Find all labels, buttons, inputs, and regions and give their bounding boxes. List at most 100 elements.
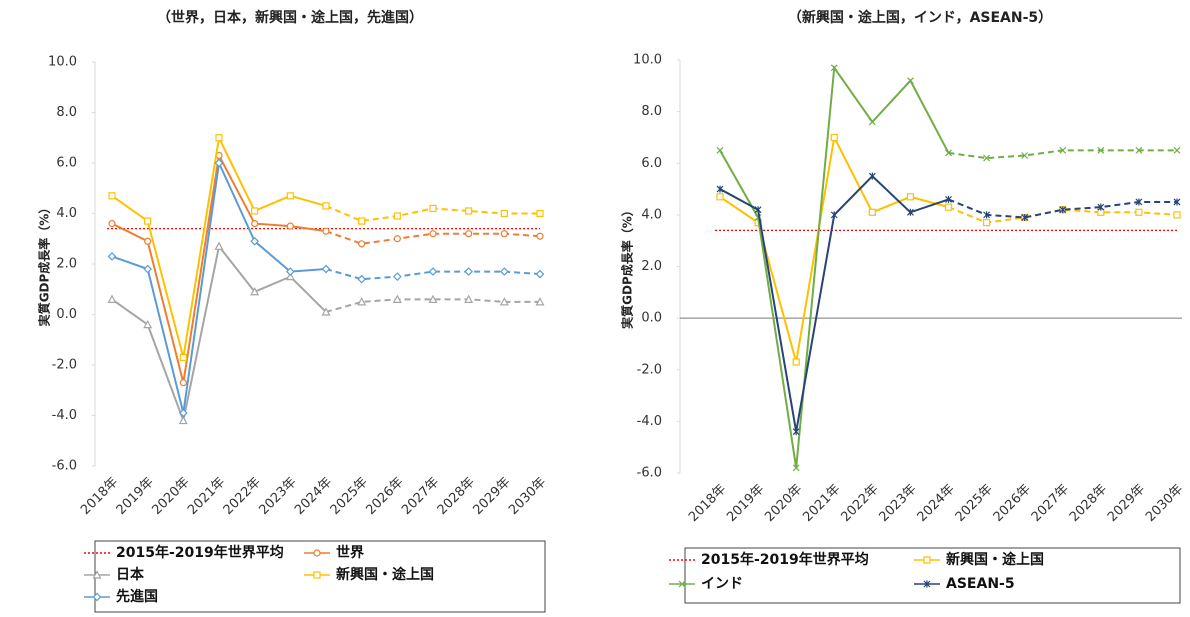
marker: [393, 235, 401, 243]
marker: [251, 207, 259, 215]
marker: [678, 580, 686, 588]
marker: [144, 237, 152, 245]
chart-subtitle: （世界，日本，新興国・途上国，先進国）: [157, 9, 423, 26]
x-tick-label: 2025年: [328, 475, 371, 518]
marker: [500, 209, 508, 218]
x-tick-label: 2021年: [800, 482, 843, 525]
marker: [251, 220, 259, 228]
marker: [214, 241, 224, 250]
marker: [830, 64, 838, 72]
x-tick-label: 2030年: [506, 475, 549, 518]
marker: [1059, 146, 1067, 154]
marker: [357, 297, 367, 306]
marker: [108, 220, 116, 228]
marker: [830, 211, 838, 219]
y-tick-label: 0.0: [641, 311, 662, 326]
x-tick-label: 2026年: [991, 482, 1034, 525]
marker: [464, 267, 474, 276]
x-tick-label: 2028年: [435, 475, 478, 518]
x-tick-label: 2023年: [256, 475, 299, 518]
marker: [1021, 152, 1029, 159]
marker: [92, 592, 102, 602]
marker: [107, 252, 117, 261]
y-tick-label: -6.0: [637, 466, 662, 481]
marker: [429, 204, 437, 213]
x-tick-label: 2023年: [877, 482, 920, 525]
y-tick-label: -6.0: [52, 459, 77, 474]
marker: [313, 571, 321, 579]
y-tick-label: -4.0: [637, 414, 662, 429]
marker: [1173, 211, 1181, 219]
marker: [178, 415, 188, 425]
marker: [983, 211, 991, 219]
x-tick-label: 2027年: [399, 475, 442, 518]
marker: [868, 172, 876, 180]
y-tick-label: 6.0: [641, 156, 662, 171]
legend-label: 新興国・途上国: [946, 551, 1044, 568]
legend-label: ASEAN-5: [946, 576, 1015, 592]
marker: [214, 158, 224, 168]
marker: [535, 297, 545, 306]
marker: [285, 267, 295, 276]
marker: [286, 222, 294, 230]
y-tick-label: 10.0: [633, 53, 662, 68]
marker: [143, 264, 153, 274]
marker: [716, 185, 724, 193]
y-tick-label: 6.0: [56, 156, 77, 171]
y-tick-label: 2.0: [641, 259, 662, 274]
marker: [250, 236, 260, 246]
marker: [215, 134, 223, 142]
marker: [1135, 146, 1143, 154]
x-tick-label: 2019年: [114, 475, 157, 518]
y-tick-label: 4.0: [641, 207, 662, 222]
legend-label: 2015年-2019年世界平均: [701, 551, 869, 568]
legend-label: 世界: [336, 544, 365, 561]
marker: [792, 464, 800, 472]
marker: [179, 379, 187, 387]
marker: [1059, 206, 1067, 214]
y-axis-label: 実質GDP成長率（%）: [620, 204, 635, 329]
marker: [179, 353, 187, 362]
marker: [178, 408, 188, 418]
marker: [322, 202, 330, 210]
marker: [716, 146, 724, 154]
x-tick-label: 2027年: [1029, 482, 1072, 525]
x-tick-label: 2029年: [470, 475, 513, 518]
marker: [535, 269, 545, 279]
x-tick-label: 2018年: [686, 482, 729, 525]
marker: [716, 193, 724, 201]
marker: [906, 77, 914, 85]
marker: [392, 272, 402, 281]
marker: [108, 192, 116, 200]
marker: [392, 294, 402, 303]
marker: [536, 209, 544, 218]
marker: [322, 227, 330, 235]
x-tick-label: 2022年: [221, 475, 264, 518]
x-tick-label: 2029年: [1105, 482, 1148, 525]
marker: [500, 230, 508, 238]
marker: [754, 206, 762, 214]
x-tick-label: 2024年: [292, 475, 335, 518]
chart-subtitle: （新興国・途上国，インド，ASEAN-5）: [788, 9, 1052, 26]
marker: [536, 232, 544, 240]
marker: [144, 217, 152, 225]
x-tick-label: 2020年: [149, 475, 192, 518]
marker: [143, 319, 153, 329]
marker: [357, 274, 367, 284]
marker: [983, 154, 991, 162]
marker: [982, 219, 991, 227]
marker: [830, 133, 838, 142]
x-tick-label: 2030年: [1143, 482, 1186, 525]
marker: [313, 549, 321, 557]
x-tick-label: 2028年: [1067, 482, 1110, 525]
marker: [792, 358, 800, 366]
marker: [92, 570, 102, 579]
marker: [906, 208, 914, 216]
y-tick-label: 4.0: [56, 206, 77, 221]
y-tick-label: -4.0: [52, 408, 77, 423]
marker: [464, 294, 474, 303]
marker: [1173, 198, 1181, 206]
series-line: [719, 134, 949, 363]
marker: [1097, 203, 1105, 211]
